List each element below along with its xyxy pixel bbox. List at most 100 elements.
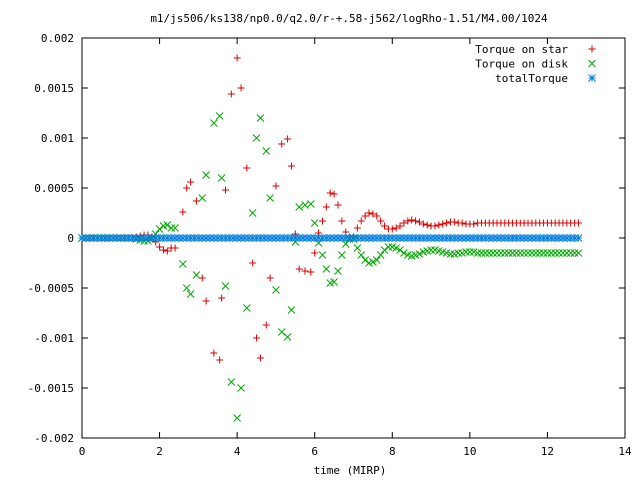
data-point (512, 234, 521, 242)
data-point (555, 249, 563, 257)
data-point (412, 217, 420, 225)
data-point (307, 268, 315, 276)
data-point (481, 249, 490, 257)
data-point (227, 378, 236, 386)
data-point (233, 54, 241, 62)
data-point (171, 244, 179, 252)
data-point (326, 189, 334, 197)
data-point (82, 234, 90, 242)
data-point (574, 249, 583, 257)
x-axis-label: time (MIRP) (314, 464, 387, 477)
data-point (361, 212, 369, 220)
data-point (318, 217, 326, 225)
legend-marker (588, 59, 596, 68)
x-tick-label: 4 (234, 445, 241, 458)
x-tick-label: 12 (541, 445, 554, 458)
data-point (256, 354, 264, 362)
data-point (419, 234, 428, 242)
data-point (144, 234, 152, 242)
data-point (159, 246, 167, 254)
data-point (504, 249, 513, 257)
data-point (400, 219, 408, 227)
x-tick-label: 14 (618, 445, 632, 458)
data-point (272, 182, 280, 190)
data-point (310, 219, 319, 227)
data-point (454, 234, 463, 242)
data-point (311, 249, 319, 257)
legend-label: Torque on disk (475, 58, 568, 71)
data-point (423, 221, 431, 229)
data-point (365, 209, 373, 217)
data-point (438, 234, 447, 242)
y-tick-label: -0.002 (34, 432, 74, 445)
data-point (512, 249, 521, 257)
data-point (310, 234, 319, 242)
data-point (566, 234, 575, 242)
data-point (187, 178, 195, 186)
data-point (243, 164, 251, 172)
data-point (431, 222, 439, 230)
data-point (524, 234, 532, 242)
data-point (248, 209, 257, 217)
data-point (210, 119, 218, 127)
data-point (156, 243, 164, 251)
data-point (301, 267, 309, 275)
data-point (262, 147, 271, 155)
data-point (547, 249, 556, 257)
data-point (248, 234, 257, 242)
data-point (442, 234, 451, 242)
data-point (242, 304, 251, 312)
x-tick-label: 10 (463, 445, 476, 458)
data-point (396, 246, 404, 254)
data-point (306, 200, 315, 208)
data-point (217, 234, 226, 242)
data-point (171, 224, 179, 232)
y-tick-label: -0.0005 (28, 282, 74, 295)
data-point (559, 249, 567, 257)
data-point (489, 234, 497, 242)
data-point (466, 248, 474, 256)
data-point (215, 112, 224, 120)
data-point (531, 249, 540, 257)
y-tick-label: -0.0015 (28, 382, 74, 395)
data-point (574, 234, 583, 242)
data-point (295, 203, 304, 211)
x-tick-label: 0 (79, 445, 86, 458)
data-point (516, 249, 525, 257)
data-point (439, 220, 447, 228)
data-point (574, 219, 582, 227)
data-point (132, 234, 141, 242)
data-point (508, 249, 517, 257)
data-point (392, 244, 401, 252)
data-point (485, 234, 494, 242)
data-point (555, 234, 563, 242)
data-point (493, 249, 501, 257)
data-point (183, 184, 191, 192)
data-point (221, 234, 230, 242)
data-point (237, 84, 245, 92)
series-star (78, 234, 583, 242)
data-point (256, 114, 265, 122)
data-point (210, 349, 218, 357)
data-point (489, 249, 497, 257)
data-point (528, 249, 536, 257)
x-tick-label: 6 (311, 445, 318, 458)
data-point (381, 222, 389, 230)
data-point (485, 249, 494, 257)
legend-marker (588, 45, 596, 53)
x-tick-label: 8 (389, 445, 396, 458)
data-point (93, 234, 102, 242)
data-point (520, 249, 529, 257)
data-point (322, 265, 331, 273)
data-point (539, 249, 548, 257)
data-point (326, 234, 335, 242)
data-point (272, 234, 280, 242)
data-point (342, 228, 350, 236)
data-point (380, 234, 389, 242)
data-point (361, 256, 369, 264)
data-point (535, 249, 544, 257)
data-point (396, 234, 404, 242)
data-point (338, 251, 346, 259)
data-point (217, 174, 226, 182)
